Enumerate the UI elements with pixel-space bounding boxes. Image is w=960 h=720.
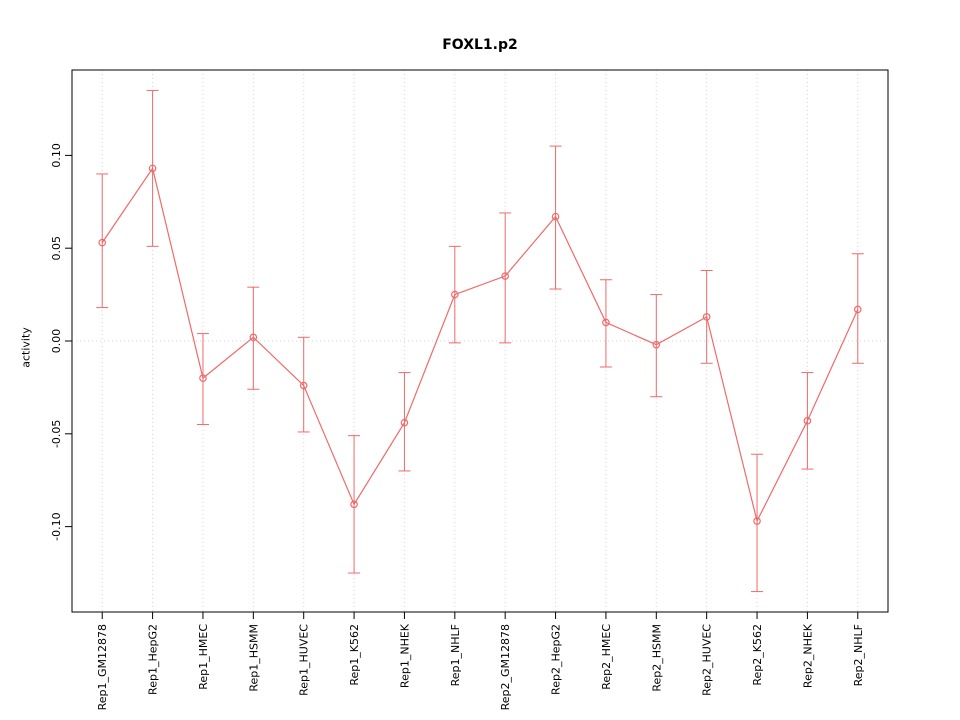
x-tick-label: Rep2_HSMM (650, 624, 663, 692)
y-tick-label: 0.05 (50, 236, 63, 260)
chart-title: FOXL1.p2 (442, 37, 518, 53)
data-point (350, 500, 358, 509)
x-tick-label: Rep2_HUVEC (701, 624, 714, 696)
data-point (98, 238, 107, 247)
x-tick-label: Rep1_HepG2 (147, 624, 160, 695)
data-point (148, 164, 157, 173)
data-point (702, 313, 711, 321)
data-point (803, 417, 812, 425)
y-tick-label: 0.00 (50, 329, 63, 354)
series-line (101, 166, 859, 523)
x-tick-label: Rep1_NHEK (398, 623, 411, 688)
x-tick-label: Rep2_HMEC (600, 624, 613, 690)
y-tick-label: -0.05 (50, 420, 63, 448)
plot-border (71, 69, 889, 613)
data-point (753, 517, 761, 525)
y-tick-label: 0.10 (50, 143, 63, 168)
x-tick-label: Rep1_NHLF (449, 624, 462, 686)
x-tick-label: Rep1_HSMM (247, 624, 260, 692)
x-tick-label: Rep1_GM12878 (96, 624, 109, 710)
x-tick-label: Rep1_K562 (348, 624, 361, 686)
x-tick-label: Rep1_HMEC (197, 624, 210, 690)
x-tick-label: Rep2_GM12878 (499, 624, 512, 710)
x-tick-label: Rep2_K562 (751, 624, 764, 686)
data-point (501, 272, 509, 280)
data-point (551, 212, 560, 221)
data-point (602, 318, 610, 327)
x-tick-label: Rep2_HepG2 (550, 624, 563, 695)
x-tick-label: Rep2_NHLF (852, 624, 865, 686)
x-tick-label: Rep1_HUVEC (298, 624, 311, 696)
data-point (199, 374, 207, 382)
y-tick-label: -0.10 (50, 512, 63, 540)
data-point (451, 290, 459, 299)
data-point (400, 418, 409, 427)
x-tick-label: Rep2_NHEK (801, 623, 814, 688)
data-point (853, 305, 862, 314)
data-point (652, 340, 661, 349)
data-point (299, 381, 308, 390)
data-point (249, 333, 258, 342)
